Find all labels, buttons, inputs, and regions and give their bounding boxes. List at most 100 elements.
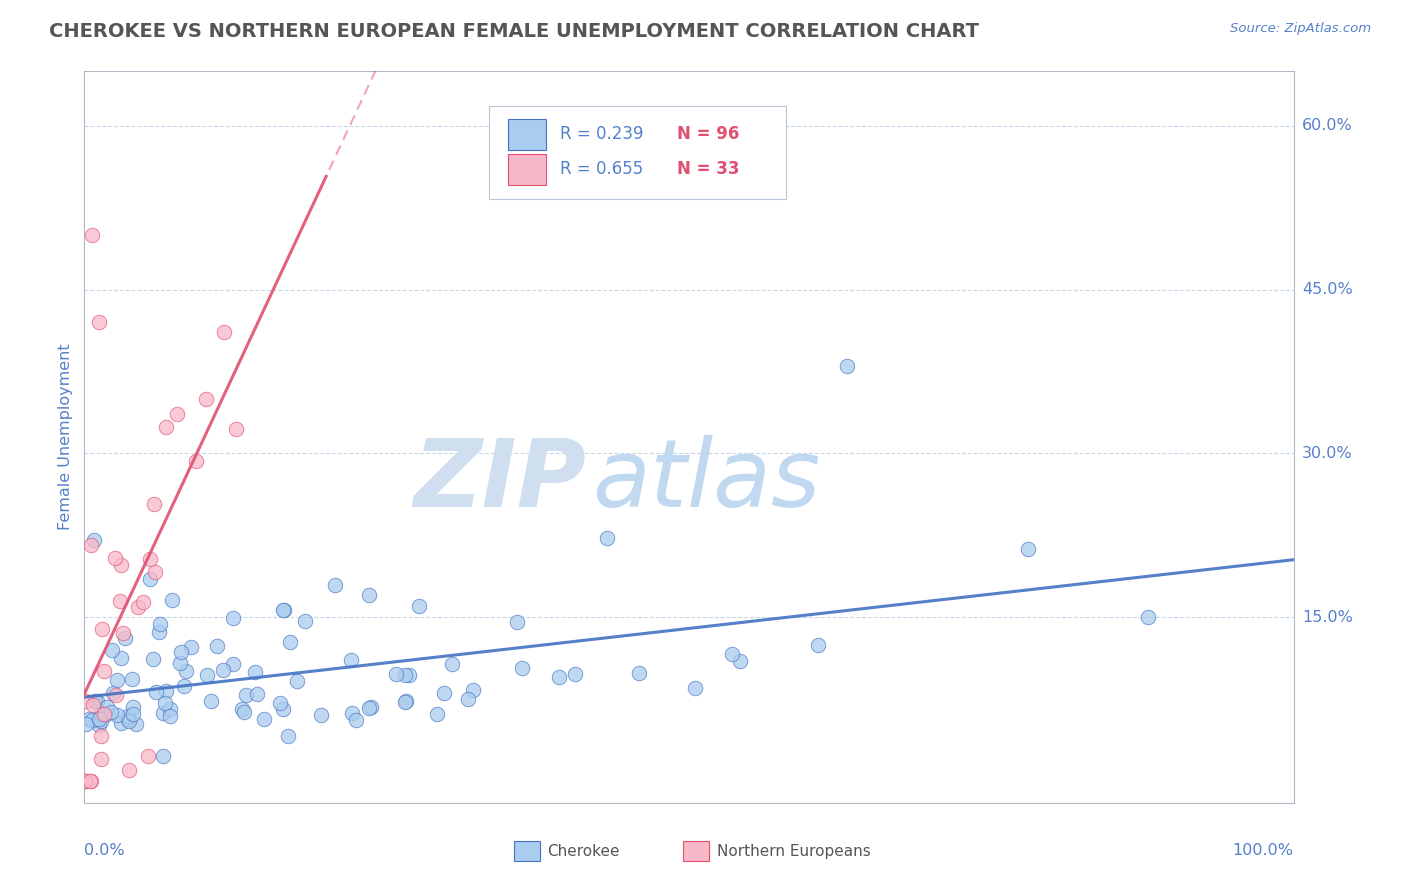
Point xyxy=(87,718,110,732)
Point xyxy=(90,752,112,766)
Point xyxy=(269,696,291,710)
Point xyxy=(510,661,533,675)
Point xyxy=(75,694,97,708)
Point xyxy=(221,610,243,624)
Point xyxy=(143,497,166,511)
Point xyxy=(294,614,316,628)
Point xyxy=(277,729,299,743)
Point xyxy=(180,640,202,654)
Point xyxy=(200,694,222,708)
Text: N = 96: N = 96 xyxy=(676,125,740,144)
Point xyxy=(112,626,135,640)
Point xyxy=(395,694,418,708)
Point xyxy=(79,774,101,789)
Point xyxy=(342,706,364,721)
Point xyxy=(548,670,571,684)
Point xyxy=(142,652,165,666)
Point xyxy=(114,631,136,645)
FancyBboxPatch shape xyxy=(508,119,547,150)
Point xyxy=(105,688,128,702)
Point xyxy=(1137,609,1160,624)
Point xyxy=(96,700,118,714)
Point xyxy=(136,748,159,763)
Point xyxy=(231,702,253,716)
Point xyxy=(75,716,97,731)
Text: Northern Europeans: Northern Europeans xyxy=(717,844,870,859)
Point xyxy=(166,407,188,421)
Point xyxy=(628,666,651,681)
Text: 100.0%: 100.0% xyxy=(1233,843,1294,858)
Point xyxy=(80,538,103,552)
Point xyxy=(100,705,122,719)
Point xyxy=(243,665,266,679)
Point xyxy=(720,647,742,661)
Point xyxy=(176,665,198,679)
Text: Cherokee: Cherokee xyxy=(547,844,620,859)
Point xyxy=(357,700,380,714)
Point xyxy=(683,681,706,696)
Point xyxy=(285,673,308,688)
Point xyxy=(170,645,193,659)
Point xyxy=(160,593,183,607)
Point xyxy=(89,730,111,744)
Text: Source: ZipAtlas.com: Source: ZipAtlas.com xyxy=(1230,22,1371,36)
Point xyxy=(89,315,111,329)
Point xyxy=(728,654,751,668)
Point xyxy=(93,664,115,678)
Point xyxy=(90,714,112,729)
Point xyxy=(121,699,143,714)
Text: atlas: atlas xyxy=(592,435,821,526)
Point xyxy=(463,683,485,698)
Point xyxy=(357,589,380,603)
Point xyxy=(107,673,129,688)
Text: 15.0%: 15.0% xyxy=(1302,610,1353,624)
Point xyxy=(457,691,479,706)
Point xyxy=(125,717,148,731)
Point xyxy=(101,643,124,657)
Point xyxy=(87,712,110,726)
Point xyxy=(73,774,96,789)
Point xyxy=(245,687,267,701)
Point xyxy=(148,625,170,640)
Point xyxy=(127,600,149,615)
Point xyxy=(155,419,177,434)
FancyBboxPatch shape xyxy=(508,154,547,185)
Point xyxy=(340,653,363,667)
Point xyxy=(86,694,108,708)
Point xyxy=(83,694,105,708)
Point xyxy=(194,392,217,406)
Point xyxy=(273,603,295,617)
Text: 45.0%: 45.0% xyxy=(1302,282,1353,297)
FancyBboxPatch shape xyxy=(489,106,786,200)
Point xyxy=(121,673,143,687)
Point xyxy=(90,707,112,722)
Point xyxy=(83,533,105,548)
Point xyxy=(110,715,132,730)
Point xyxy=(433,686,456,700)
Point xyxy=(506,615,529,629)
Point xyxy=(173,679,195,693)
Point xyxy=(271,602,294,616)
Point xyxy=(118,714,141,728)
Point xyxy=(197,667,219,681)
Point xyxy=(384,666,406,681)
Point xyxy=(77,712,100,726)
Point xyxy=(394,695,416,709)
Text: R = 0.239: R = 0.239 xyxy=(560,125,643,144)
Point xyxy=(80,774,103,789)
Point xyxy=(91,622,114,636)
Point xyxy=(138,551,160,566)
Point xyxy=(360,700,382,714)
Point xyxy=(108,594,131,608)
Point xyxy=(426,707,449,722)
Point xyxy=(225,422,247,436)
Text: R = 0.655: R = 0.655 xyxy=(560,161,643,178)
Y-axis label: Female Unemployment: Female Unemployment xyxy=(58,343,73,531)
Point xyxy=(152,749,174,764)
Point xyxy=(121,707,143,722)
Point xyxy=(110,650,132,665)
Point xyxy=(596,531,619,545)
Point xyxy=(344,713,367,727)
Point xyxy=(253,712,276,726)
Text: CHEROKEE VS NORTHERN EUROPEAN FEMALE UNEMPLOYMENT CORRELATION CHART: CHEROKEE VS NORTHERN EUROPEAN FEMALE UNE… xyxy=(49,22,979,41)
